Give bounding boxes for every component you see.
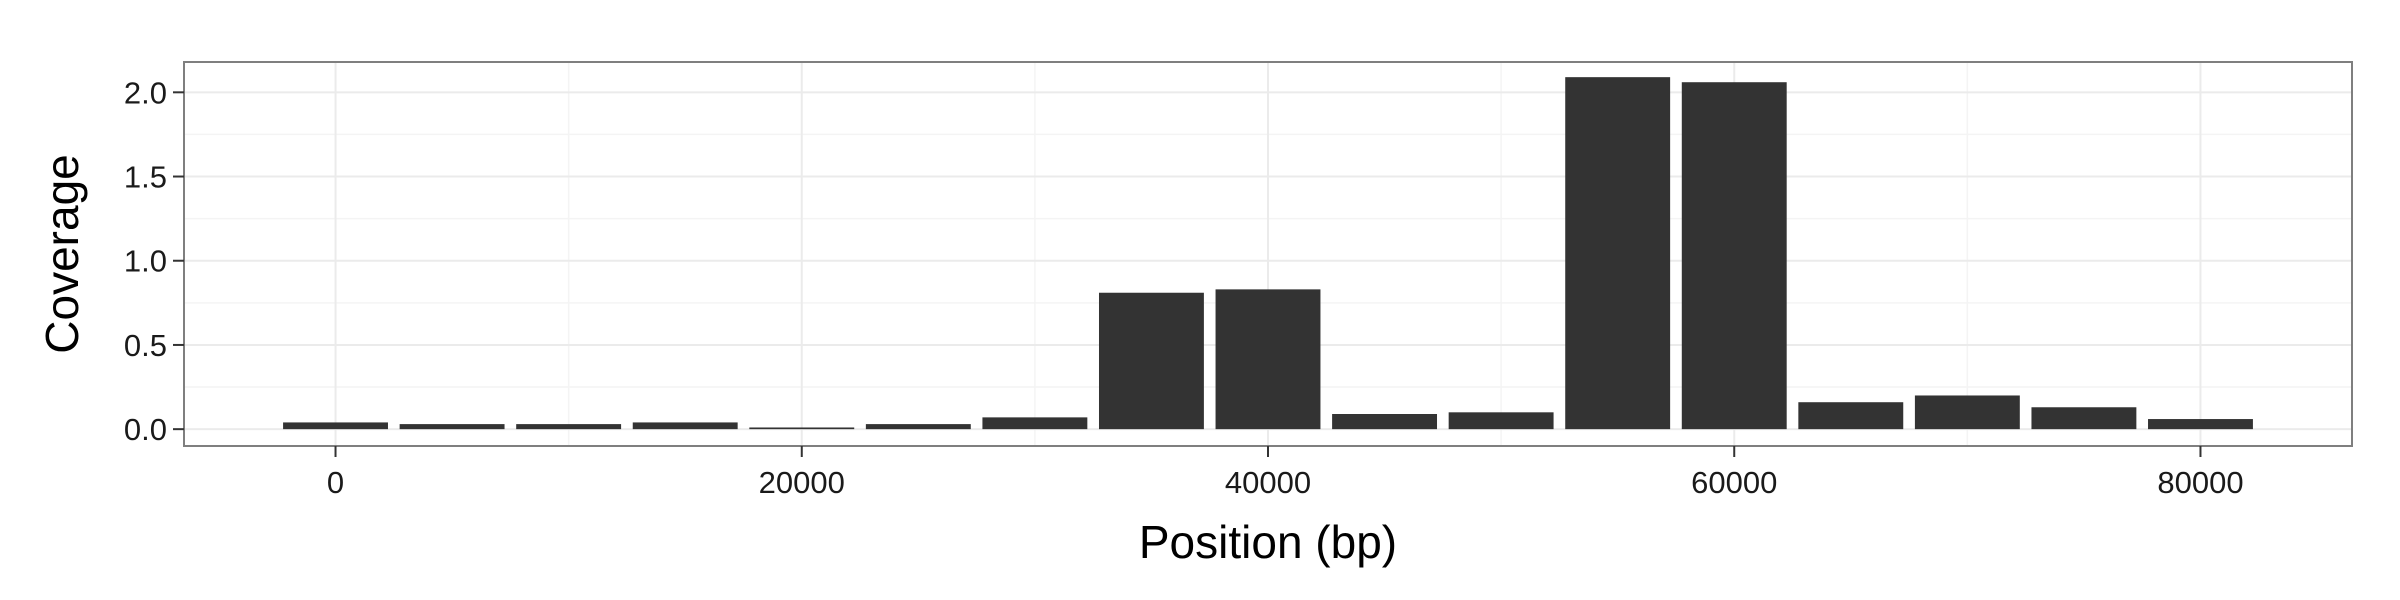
y-tick-label: 2.0	[124, 75, 167, 110]
bar	[1448, 412, 1554, 430]
bar	[516, 424, 622, 430]
x-tick-label: 40000	[1225, 465, 1311, 500]
y-tick-label: 0.5	[124, 328, 167, 363]
bar	[399, 424, 505, 430]
y-axis-title: Coverage	[36, 154, 88, 353]
bar	[2031, 407, 2137, 430]
bar	[1914, 395, 2020, 430]
x-axis: 0 20000 40000 60000 80000	[327, 446, 2244, 500]
bar	[865, 424, 971, 430]
bar	[1098, 292, 1204, 430]
y-axis: 0.0 0.5 1.0 1.5 2.0	[124, 75, 184, 447]
x-tick-label: 80000	[2157, 465, 2243, 500]
x-tick-label: 20000	[759, 465, 845, 500]
bar	[1681, 82, 1787, 430]
bar	[2148, 419, 2253, 430]
bar	[1798, 402, 1904, 430]
y-tick-label: 1.5	[124, 160, 167, 195]
bar	[1332, 414, 1438, 430]
x-axis-title: Position (bp)	[1139, 516, 1397, 568]
bar	[1565, 77, 1671, 430]
bar	[1215, 289, 1321, 430]
bar	[749, 427, 855, 430]
y-tick-label: 0.0	[124, 412, 167, 447]
x-tick-label: 60000	[1691, 465, 1777, 500]
bar	[982, 417, 1088, 430]
bar	[283, 422, 388, 430]
y-tick-label: 1.0	[124, 244, 167, 279]
x-tick-label: 0	[327, 465, 344, 500]
bars	[283, 77, 2253, 430]
bar	[632, 422, 738, 430]
